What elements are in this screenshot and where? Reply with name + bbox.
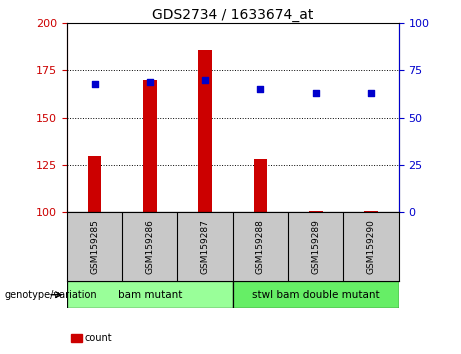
Point bbox=[367, 90, 375, 96]
Bar bbox=[254, 159, 267, 212]
Text: genotype/variation: genotype/variation bbox=[5, 290, 97, 300]
Point bbox=[91, 81, 98, 86]
Bar bbox=[198, 50, 212, 212]
Bar bbox=[364, 211, 378, 212]
Text: GSM159285: GSM159285 bbox=[90, 219, 99, 274]
Point bbox=[146, 79, 154, 85]
Text: GSM159290: GSM159290 bbox=[366, 219, 376, 274]
Bar bbox=[67, 281, 233, 308]
Bar bbox=[233, 281, 399, 308]
Bar bbox=[88, 156, 101, 212]
Point bbox=[201, 77, 209, 83]
Point bbox=[257, 86, 264, 92]
Text: GSM159287: GSM159287 bbox=[201, 219, 210, 274]
Title: GDS2734 / 1633674_at: GDS2734 / 1633674_at bbox=[152, 8, 313, 22]
Text: GSM159286: GSM159286 bbox=[145, 219, 154, 274]
Text: GSM159289: GSM159289 bbox=[311, 219, 320, 274]
Point bbox=[312, 90, 319, 96]
Bar bbox=[309, 211, 323, 212]
Text: stwl bam double mutant: stwl bam double mutant bbox=[252, 290, 379, 300]
Text: bam mutant: bam mutant bbox=[118, 290, 182, 300]
Text: GSM159288: GSM159288 bbox=[256, 219, 265, 274]
Text: count: count bbox=[84, 333, 112, 343]
Bar bbox=[143, 80, 157, 212]
